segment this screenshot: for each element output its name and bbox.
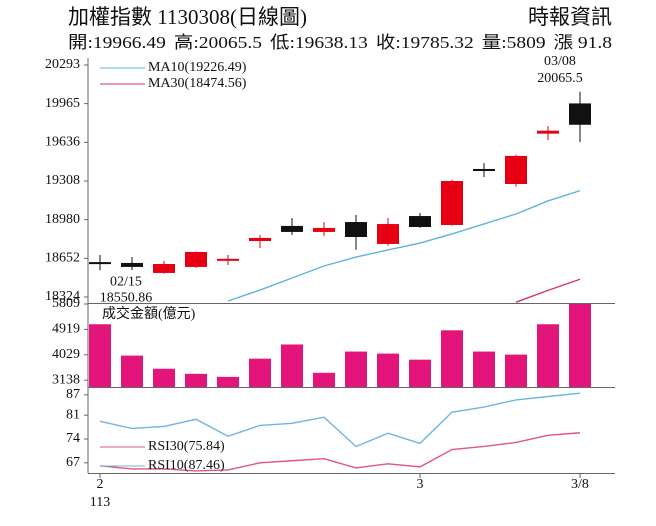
candle-body	[409, 216, 431, 227]
series-line	[515, 278, 581, 303]
candle-body	[313, 227, 335, 232]
candle-body	[185, 251, 207, 267]
y-tick-label: 19636	[45, 135, 80, 150]
y-tick-label: 4029	[52, 347, 80, 362]
bar	[473, 351, 495, 387]
bar	[409, 359, 431, 387]
bar	[217, 376, 239, 387]
bar	[313, 372, 335, 387]
candle-body	[473, 169, 495, 172]
chart-title: 加權指數 1130308(日線圖)	[68, 5, 307, 29]
y-tick-label: 74	[66, 431, 80, 446]
quote-item: 量:5809	[482, 33, 546, 52]
legend-label: RSI30(75.84)	[148, 439, 225, 454]
y-tick-label: 18652	[45, 251, 80, 266]
candle-body	[217, 258, 239, 261]
annotation-value: 20065.5	[537, 71, 583, 86]
bar	[153, 368, 175, 387]
legend-label: RSI10(87.46)	[148, 458, 225, 473]
annotation-label: 02/15	[110, 274, 142, 289]
annotation-label: 03/08	[544, 54, 576, 69]
y-tick-label: 5809	[52, 296, 80, 311]
y-tick-label: 67	[66, 455, 80, 470]
candle-body	[249, 237, 271, 242]
bar	[281, 344, 303, 387]
y-tick-label: 19308	[45, 173, 80, 188]
candle-body	[377, 224, 399, 244]
candle-body	[121, 262, 143, 267]
panel-title: 成交金額(億元)	[102, 305, 196, 322]
bar	[89, 324, 111, 387]
y-tick-label: 19965	[45, 96, 80, 111]
candle-body	[89, 262, 111, 265]
quote-line: 開:19966.49 高:20065.5 低:19638.13 收:19785.32 量…	[68, 33, 612, 52]
y-tick-label: 20293	[45, 57, 80, 72]
candle-body	[345, 222, 367, 238]
bar	[505, 354, 527, 387]
bar	[121, 355, 143, 387]
candle-body	[569, 103, 591, 125]
quote-item: 開:19966.49	[68, 33, 166, 52]
legend-label: MA30(18474.56)	[148, 76, 247, 91]
quote-item: 高:20065.5	[174, 33, 262, 52]
x-tick-label: 3	[417, 477, 424, 492]
quote-item: 低:19638.13	[270, 33, 368, 52]
series-line	[99, 432, 581, 472]
series-line	[227, 189, 581, 302]
year-label: 113	[90, 495, 110, 510]
y-tick-label: 4919	[52, 322, 80, 337]
bar	[537, 324, 559, 387]
y-tick-label: 18980	[45, 212, 80, 227]
y-tick-label: 18324	[45, 289, 80, 304]
x-tick-label: 2	[97, 477, 104, 492]
quote-item: 漲 91.8	[554, 33, 612, 52]
annotation-value: 18550.86	[100, 290, 153, 305]
bar	[185, 373, 207, 387]
candle-body	[505, 155, 527, 184]
y-tick-label: 87	[66, 387, 80, 402]
legend-label: MA10(19226.49)	[148, 60, 247, 75]
y-tick-label: 3138	[52, 372, 80, 387]
series-line	[99, 392, 581, 448]
x-tick-label: 3/8	[571, 477, 589, 492]
candle-body	[441, 181, 463, 225]
bar	[249, 358, 271, 387]
bar	[569, 304, 591, 387]
bar	[345, 351, 367, 387]
bar	[377, 353, 399, 387]
source: 時報資訊	[528, 5, 612, 29]
bar	[441, 330, 463, 387]
candle-body	[537, 130, 559, 134]
candle-body	[281, 225, 303, 232]
y-tick-label: 81	[66, 407, 80, 422]
candle-body	[153, 263, 175, 273]
quote-item: 收:19785.32	[376, 33, 474, 52]
